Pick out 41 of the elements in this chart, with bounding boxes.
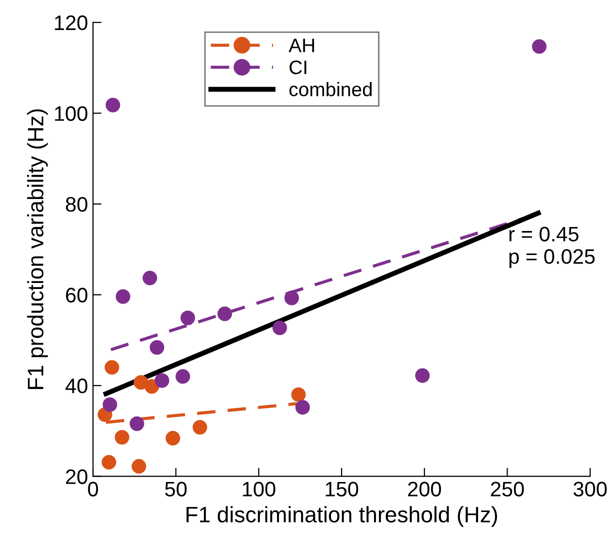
y-tick-label: 20 [66,469,88,484]
point [102,454,116,470]
point [102,397,118,412]
x-tick-label: 250 [490,482,524,496]
y-tick-label: 40 [65,378,88,394]
point [291,387,306,402]
point [132,459,146,474]
legend-label: AH [288,38,314,52]
point [154,373,170,388]
point [284,290,299,306]
annotation: r = 0.45 p = 0.025 [509,226,595,268]
point [217,306,232,322]
x-tick-label: 100 [242,482,276,496]
point [415,368,430,383]
x-tick-label: 0 [88,482,98,496]
y-tick-label: 80 [66,196,88,212]
point [166,430,180,446]
point [176,369,190,384]
point [106,98,120,112]
point [116,289,130,304]
x-tick-label: 300 [574,482,607,496]
point [532,39,547,54]
legend-label: CI [290,60,306,74]
point [130,416,144,431]
y-axis-title: F1 production variability (Hz) [27,109,48,389]
point [295,400,310,415]
point [192,420,208,435]
point [114,430,130,445]
point [272,320,288,336]
point [104,360,120,375]
point [150,340,164,355]
y-tick-label: 60 [66,288,88,303]
point [142,270,158,286]
point [180,310,196,326]
x-tick-label: 150 [326,482,358,496]
x-axis-title: F1 discrimination threshold (Hz) [186,506,498,527]
legend-label: combined [289,82,372,96]
x-tick-label: 50 [165,482,187,496]
x-tick-label: 200 [408,482,441,496]
y-tick-label: 100 [54,106,88,121]
y-tick-label: 120 [54,15,88,30]
